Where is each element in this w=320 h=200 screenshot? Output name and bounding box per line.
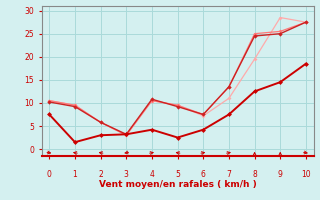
X-axis label: Vent moyen/en rafales ( km/h ): Vent moyen/en rafales ( km/h )	[99, 180, 256, 189]
